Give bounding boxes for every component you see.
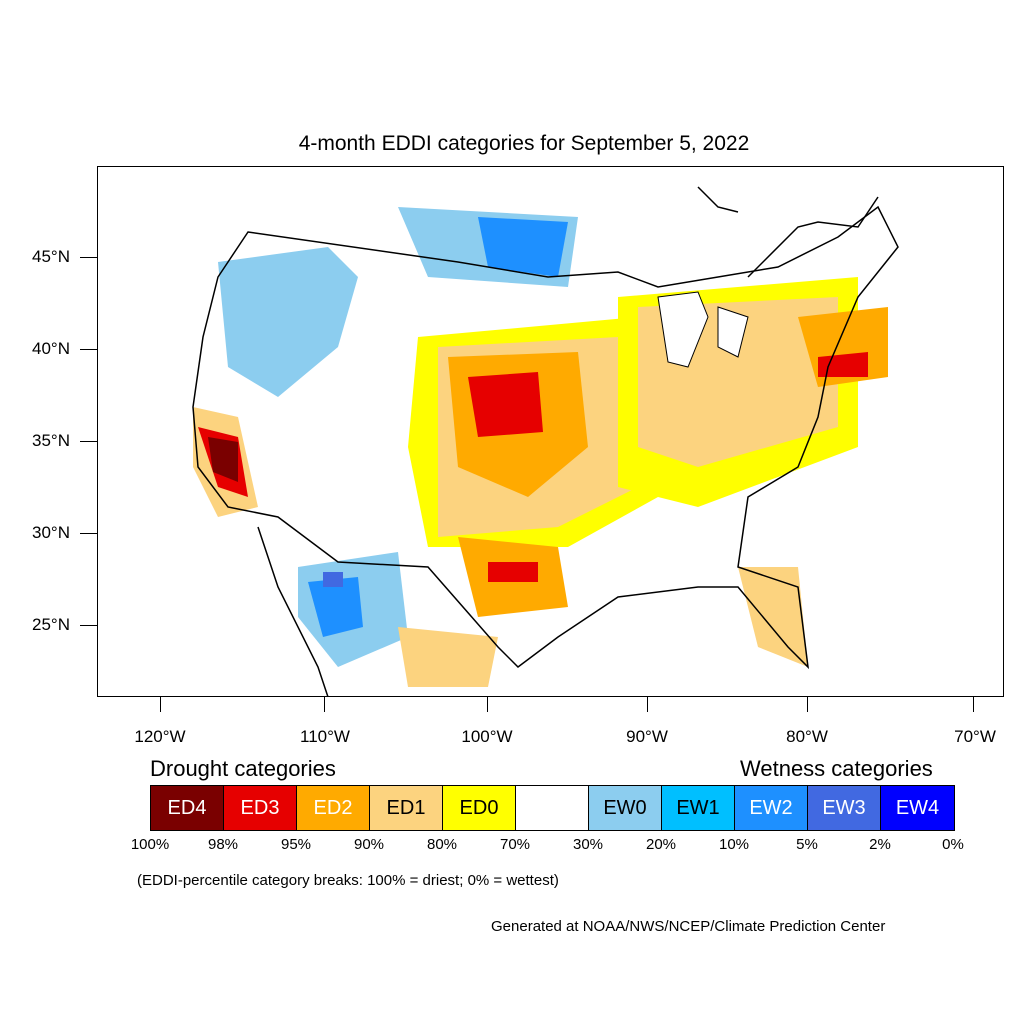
map-canvas	[192, 186, 899, 696]
region-ew0-west	[218, 247, 358, 397]
break-label: 90%	[353, 836, 385, 853]
break-label: 98%	[207, 836, 239, 853]
break-label: 2%	[869, 836, 891, 853]
lon-label-120: 120°W	[134, 727, 186, 746]
eddi-map	[97, 166, 1004, 697]
lat-tick-30	[80, 533, 97, 534]
region-ew3-sw	[323, 572, 343, 587]
category-legend: ED4 ED3 ED2 ED1 ED0 EW0 EW1 EW2 EW3 EW4	[150, 785, 955, 831]
break-label: 10%	[718, 836, 750, 853]
region-ed3-nebraska	[468, 372, 543, 437]
category-note: (EDDI-percentile category breaks: 100% =…	[137, 872, 559, 889]
lon-tick-110	[324, 697, 325, 712]
lat-tick-40	[80, 349, 97, 350]
lon-label-90: 90°W	[626, 727, 668, 746]
region-ed4-california	[208, 437, 238, 482]
lat-tick-35	[80, 441, 97, 442]
region-ed1-texas-south	[398, 627, 498, 687]
legend-cell-ew0: EW0	[589, 786, 662, 830]
conus-outline	[192, 205, 899, 670]
lat-label-40: 40°N	[32, 339, 70, 358]
lon-tick-80	[807, 697, 808, 712]
break-label: 95%	[280, 836, 312, 853]
legend-cell-ew4: EW4	[881, 786, 954, 830]
credit-line: Generated at NOAA/NWS/NCEP/Climate Predi…	[491, 918, 886, 935]
lat-label-35: 35°N	[32, 431, 70, 450]
break-label: 5%	[796, 836, 818, 853]
break-label: 80%	[426, 836, 458, 853]
canada-coast	[697, 186, 879, 278]
legend-cell-ed1: ED1	[370, 786, 443, 830]
lat-label-30: 30°N	[32, 523, 70, 542]
legend-cell-ew2: EW2	[735, 786, 808, 830]
break-label: 0%	[942, 836, 964, 853]
category-regions	[193, 207, 888, 687]
region-ew2-sw	[308, 577, 363, 637]
lat-tick-25	[80, 625, 97, 626]
lon-tick-100	[487, 697, 488, 712]
legend-cell-ew3: EW3	[808, 786, 881, 830]
lat-label-25: 25°N	[32, 615, 70, 634]
region-ed3-texas	[488, 562, 538, 582]
break-label: 100%	[130, 836, 170, 853]
break-label: 20%	[645, 836, 677, 853]
great-lakes	[657, 291, 749, 368]
lat-label-45: 45°N	[32, 247, 70, 266]
legend-cell-ew1: EW1	[662, 786, 735, 830]
break-label: 70%	[499, 836, 531, 853]
legend-cell-neutral	[516, 786, 589, 830]
lon-tick-120	[160, 697, 161, 712]
legend-cell-ed0: ED0	[443, 786, 516, 830]
lon-label-100: 100°W	[461, 727, 513, 746]
lon-tick-90	[647, 697, 648, 712]
legend-cell-ed4: ED4	[151, 786, 224, 830]
wetness-categories-heading: Wetness categories	[740, 756, 933, 781]
lon-label-110: 110°W	[300, 727, 350, 746]
map-title: 4-month EDDI categories for September 5,…	[298, 132, 750, 155]
lat-tick-45	[80, 257, 97, 258]
lon-tick-70	[973, 697, 974, 712]
region-ed3-ne	[818, 352, 868, 377]
legend-cell-ed2: ED2	[297, 786, 370, 830]
lon-label-70: 70°W	[954, 727, 996, 746]
legend-cell-ed3: ED3	[224, 786, 297, 830]
baja-coast	[257, 526, 329, 696]
region-ew2-north	[478, 217, 568, 277]
region-ed1-florida	[738, 567, 808, 667]
break-label: 30%	[572, 836, 604, 853]
lon-label-80: 80°W	[786, 727, 828, 746]
drought-categories-heading: Drought categories	[150, 756, 336, 781]
